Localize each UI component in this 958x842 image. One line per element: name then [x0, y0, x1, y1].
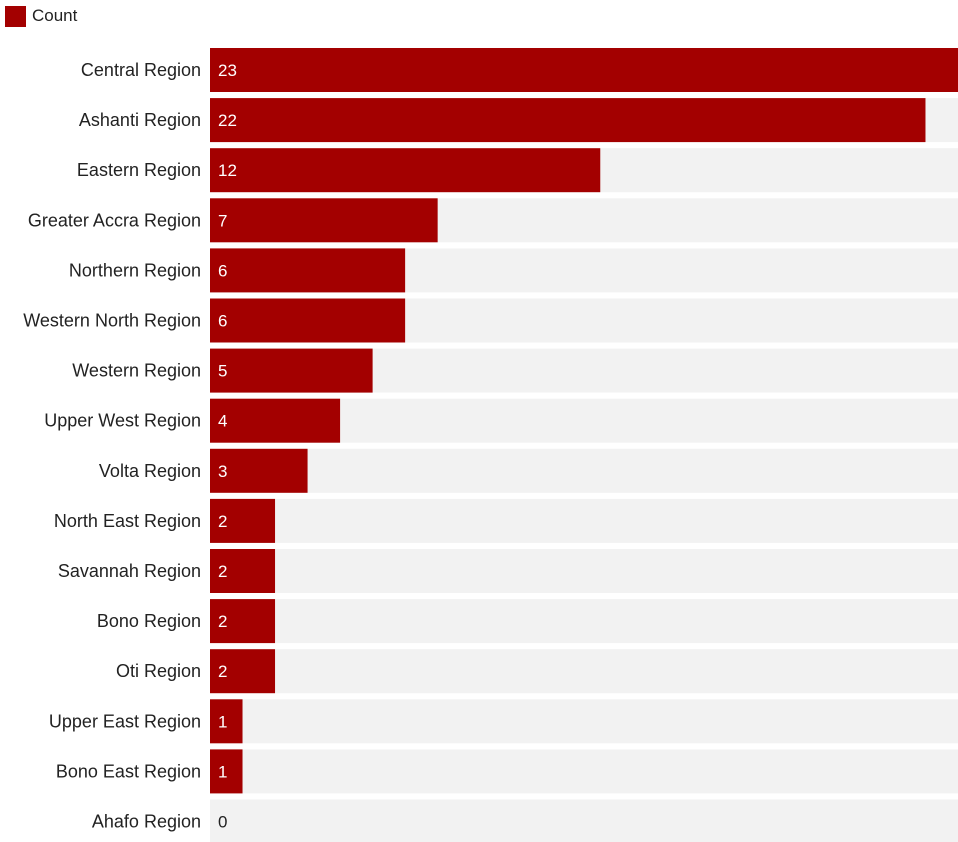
- bar: [210, 48, 958, 92]
- bar-row: Greater Accra Region 7: [28, 198, 958, 243]
- bar: [210, 448, 308, 493]
- category-label: Western North Region: [23, 311, 201, 331]
- bar-row: Oti Region 2: [116, 649, 958, 694]
- value-label: 6: [218, 312, 227, 331]
- legend-swatch: [5, 6, 26, 27]
- category-label: Western Region: [72, 361, 201, 381]
- bar-row: Central Region 23: [81, 48, 958, 92]
- bar-track: [210, 498, 958, 543]
- bar-row: Volta Region 3: [99, 448, 958, 493]
- category-label: Upper East Region: [49, 711, 201, 731]
- bar: [210, 599, 276, 644]
- bar: [210, 649, 276, 694]
- bar: [210, 398, 341, 443]
- legend-label: Count: [32, 6, 78, 25]
- bar: [210, 98, 926, 143]
- bar: [210, 549, 276, 593]
- bar: [210, 749, 243, 794]
- bar-row: Ahafo Region 0: [92, 799, 958, 842]
- value-label: 2: [218, 562, 227, 581]
- bar-track: [210, 699, 958, 744]
- bar: [210, 298, 406, 343]
- value-label: 1: [218, 762, 227, 781]
- category-label: Greater Accra Region: [28, 210, 201, 230]
- category-label: Bono Region: [97, 611, 201, 631]
- bar: [210, 198, 438, 243]
- category-label: North East Region: [54, 511, 201, 531]
- value-label: 22: [218, 111, 237, 130]
- bar: [210, 699, 243, 744]
- bar-track: [210, 649, 958, 694]
- bar-track: [210, 799, 958, 842]
- bar: [210, 348, 373, 393]
- value-label: 2: [218, 612, 227, 631]
- category-label: Upper West Region: [44, 411, 201, 431]
- category-label: Eastern Region: [77, 160, 201, 180]
- bar-track: [210, 549, 958, 593]
- category-label: Northern Region: [69, 260, 201, 280]
- bar-row: Eastern Region 12: [77, 148, 958, 193]
- value-label: 0: [218, 813, 227, 832]
- category-label: Bono East Region: [56, 761, 201, 781]
- value-label: 2: [218, 662, 227, 681]
- value-label: 2: [218, 512, 227, 531]
- bar-row: Upper East Region 1: [49, 699, 958, 744]
- bar-row: Northern Region 6: [69, 248, 958, 293]
- value-label: 5: [218, 362, 227, 381]
- category-label: Ashanti Region: [79, 110, 201, 130]
- category-label: Central Region: [81, 60, 201, 80]
- category-label: Volta Region: [99, 461, 201, 481]
- value-label: 12: [218, 161, 237, 180]
- bar-row: Bono East Region 1: [56, 749, 958, 794]
- bar-track: [210, 448, 958, 493]
- value-label: 6: [218, 261, 227, 280]
- bar-row: North East Region 2: [54, 498, 958, 543]
- bar-track: [210, 599, 958, 644]
- bar-row: Ashanti Region 22: [79, 98, 958, 143]
- value-label: 4: [218, 412, 227, 431]
- bar: [210, 498, 276, 543]
- category-label: Oti Region: [116, 661, 201, 681]
- bar-track: [210, 749, 958, 794]
- bar-row: Western North Region 6: [23, 298, 958, 343]
- value-label: 1: [218, 712, 227, 731]
- category-label: Ahafo Region: [92, 812, 201, 832]
- value-label: 7: [218, 211, 227, 230]
- bar-row: Upper West Region 4: [44, 398, 958, 443]
- value-label: 3: [218, 462, 227, 481]
- value-label: 23: [218, 61, 237, 80]
- bar-row: Bono Region 2: [97, 599, 958, 644]
- bar-row: Western Region 5: [72, 348, 958, 393]
- bar-row: Savannah Region 2: [58, 549, 958, 593]
- bar: [210, 148, 601, 193]
- bar: [210, 248, 406, 293]
- category-label: Savannah Region: [58, 561, 201, 581]
